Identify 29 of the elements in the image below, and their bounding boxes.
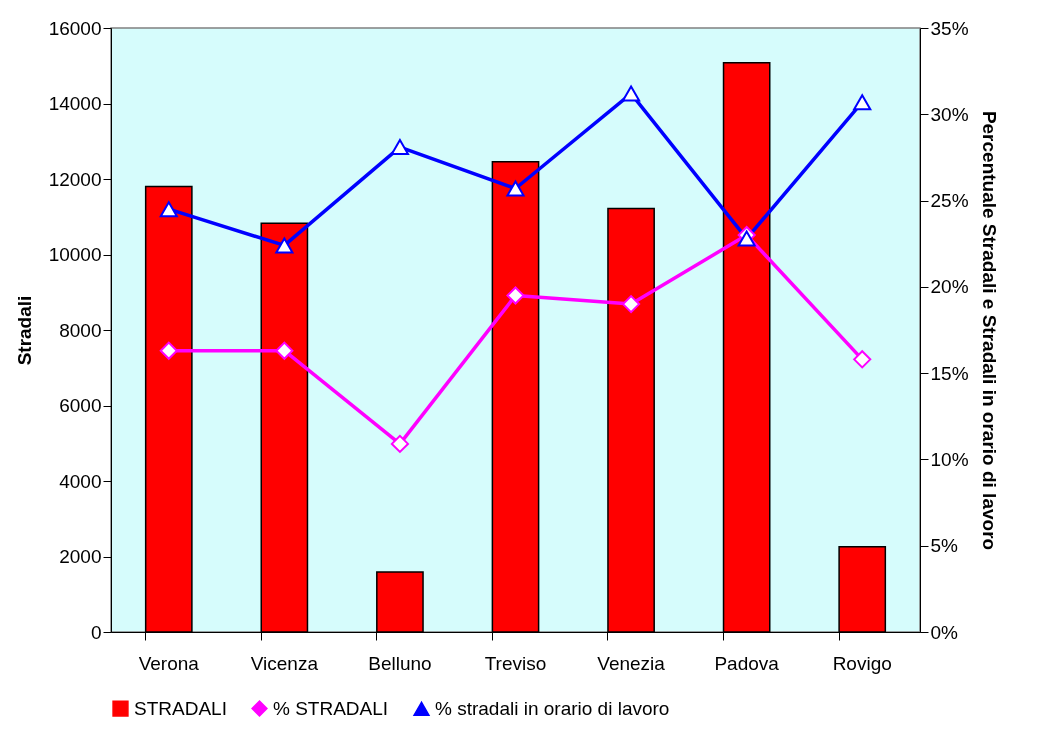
legend-label: STRADALI	[134, 697, 227, 719]
y-tick-label: 12000	[48, 168, 102, 190]
y2-axis-title: Percentuale Stradali e Stradali in orario di lavoro	[978, 110, 1000, 551]
y2-tick-label: 30%	[930, 103, 969, 125]
y2-tick-label: 5%	[930, 535, 959, 557]
y-tick-label: 2000	[59, 546, 102, 567]
x-tick-label: Padova	[714, 652, 780, 674]
y-tick-label: 8000	[59, 319, 102, 341]
y2-tick-label: 25%	[930, 190, 969, 212]
legend-label: % STRADALI	[273, 697, 389, 719]
y-tick-label: 14000	[48, 93, 102, 114]
y-tick-label: 16000	[48, 17, 102, 39]
y-tick-label: 10000	[48, 244, 102, 265]
x-tick-label: Verona	[138, 652, 200, 674]
y2-tick-label: 15%	[930, 362, 969, 384]
legend-label: % stradali in orario di lavoro	[435, 697, 670, 719]
y-tick-label: 6000	[59, 395, 102, 416]
y2-tick-label: 10%	[930, 448, 969, 470]
x-tick-label: Belluno	[368, 652, 432, 674]
y2-tick-label: 20%	[930, 276, 969, 298]
y-tick-label: 4000	[59, 470, 102, 492]
y-tick-label: 0	[90, 621, 102, 643]
x-tick-label: Treviso	[484, 652, 547, 674]
x-tick-label: Rovigo	[832, 652, 892, 674]
x-tick-label: Venezia	[597, 652, 666, 674]
y-axis-title: Stradali	[13, 295, 35, 366]
y2-tick-label: 0%	[930, 621, 959, 643]
y2-tick-label: 35%	[930, 17, 969, 39]
x-tick-label: Vicenza	[250, 652, 319, 674]
